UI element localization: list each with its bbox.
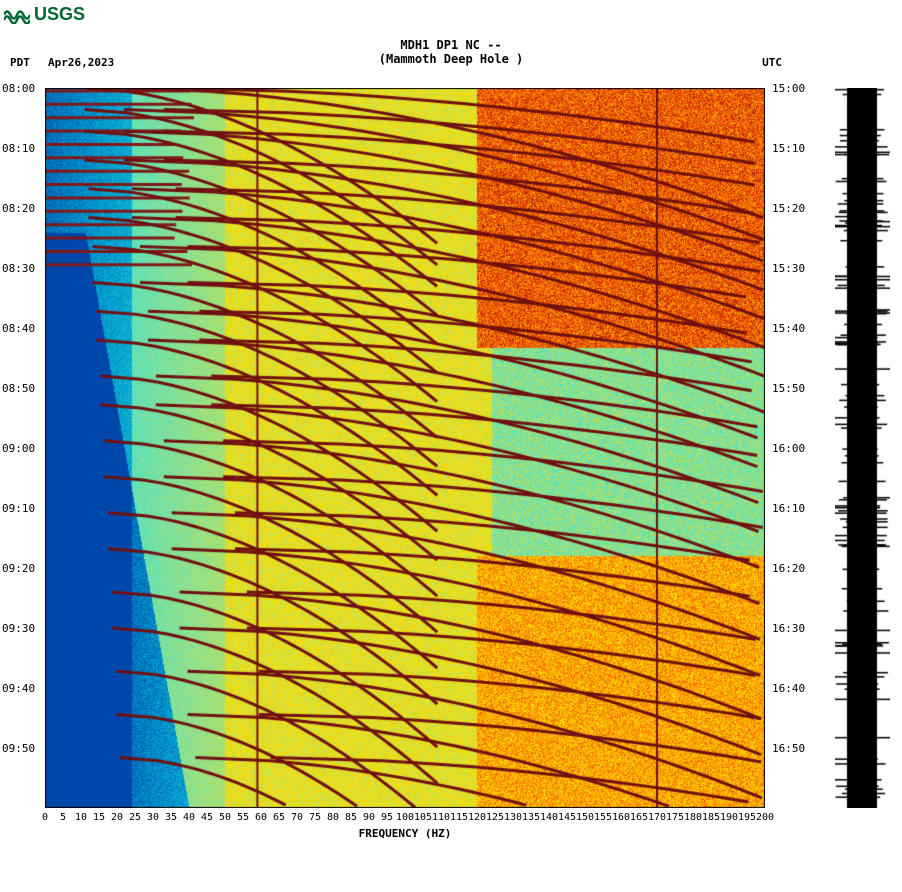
xtick: 25 [129, 812, 141, 823]
xtick: 5 [60, 812, 66, 823]
ytick-left: 09:30 [2, 622, 35, 635]
station-id-line: MDH1 DP1 NC -- [0, 38, 902, 52]
xtick: 175 [666, 812, 684, 823]
usgs-logo-text: USGS [34, 4, 85, 25]
ytick-right: 15:30 [772, 262, 805, 275]
xtick: 120 [468, 812, 486, 823]
ytick-left: 08:40 [2, 322, 35, 335]
xtick: 190 [720, 812, 738, 823]
xtick: 105 [414, 812, 432, 823]
xtick: 85 [345, 812, 357, 823]
xtick: 200 [756, 812, 774, 823]
xtick: 185 [702, 812, 720, 823]
ytick-right: 16:20 [772, 562, 805, 575]
xtick: 15 [93, 812, 105, 823]
ytick-right: 16:10 [772, 502, 805, 515]
xtick: 145 [558, 812, 576, 823]
timezone-left: PDT [10, 56, 30, 69]
ytick-right: 15:00 [772, 82, 805, 95]
xtick: 170 [648, 812, 666, 823]
ytick-left: 08:20 [2, 202, 35, 215]
usgs-logo: USGS [4, 4, 85, 25]
xtick: 30 [147, 812, 159, 823]
xtick: 80 [327, 812, 339, 823]
xtick: 50 [219, 812, 231, 823]
ytick-left: 08:10 [2, 142, 35, 155]
xtick: 140 [540, 812, 558, 823]
xtick: 90 [363, 812, 375, 823]
xtick: 55 [237, 812, 249, 823]
xtick: 180 [684, 812, 702, 823]
xtick: 10 [75, 812, 87, 823]
ytick-left: 08:50 [2, 382, 35, 395]
xtick: 20 [111, 812, 123, 823]
xtick: 110 [432, 812, 450, 823]
xtick: 115 [450, 812, 468, 823]
usgs-wave-icon [4, 6, 30, 24]
xtick: 35 [165, 812, 177, 823]
xtick: 125 [486, 812, 504, 823]
xtick: 155 [594, 812, 612, 823]
xtick: 195 [738, 812, 756, 823]
ytick-left: 09:20 [2, 562, 35, 575]
ytick-left: 09:50 [2, 742, 35, 755]
xtick: 165 [630, 812, 648, 823]
ytick-right: 15:50 [772, 382, 805, 395]
ytick-left: 09:00 [2, 442, 35, 455]
ytick-left: 09:10 [2, 502, 35, 515]
ytick-right: 15:40 [772, 322, 805, 335]
xtick: 40 [183, 812, 195, 823]
xtick: 70 [291, 812, 303, 823]
xtick: 65 [273, 812, 285, 823]
ytick-right: 15:20 [772, 202, 805, 215]
ytick-left: 09:40 [2, 682, 35, 695]
date-label: Apr26,2023 [48, 56, 114, 69]
ytick-right: 16:00 [772, 442, 805, 455]
ytick-left: 08:00 [2, 82, 35, 95]
spectrogram-canvas [45, 88, 765, 808]
xtick: 0 [42, 812, 48, 823]
ytick-left: 08:30 [2, 262, 35, 275]
ytick-right: 16:40 [772, 682, 805, 695]
xtick: 160 [612, 812, 630, 823]
x-axis-label: FREQUENCY (HZ) [45, 827, 765, 840]
xtick: 130 [504, 812, 522, 823]
xtick: 75 [309, 812, 321, 823]
ytick-right: 16:50 [772, 742, 805, 755]
waveform-canvas [835, 88, 890, 808]
xtick: 150 [576, 812, 594, 823]
ytick-right: 15:10 [772, 142, 805, 155]
xtick: 100 [396, 812, 414, 823]
xtick: 60 [255, 812, 267, 823]
ytick-right: 16:30 [772, 622, 805, 635]
xtick: 95 [381, 812, 393, 823]
xtick: 45 [201, 812, 213, 823]
xtick: 135 [522, 812, 540, 823]
timezone-right: UTC [762, 56, 782, 69]
